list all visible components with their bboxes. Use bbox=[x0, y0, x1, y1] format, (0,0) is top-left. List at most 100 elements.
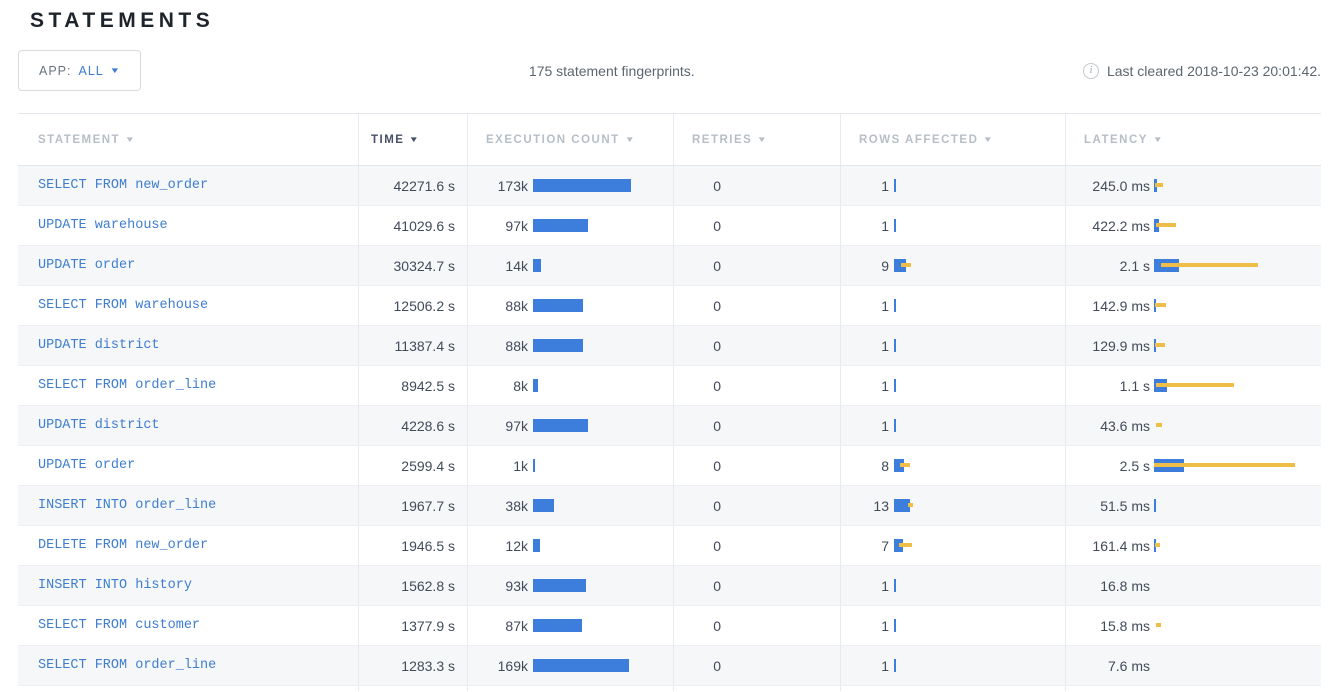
latency-value: 43.6 ms bbox=[1100, 417, 1150, 434]
execution-count-bar bbox=[533, 178, 631, 192]
table-body: SELECT FROM new_order 42271.6 s 173k 0 1… bbox=[18, 166, 1321, 691]
latency-stddev-whisker bbox=[1155, 542, 1160, 547]
execution-count-value: 93k bbox=[505, 577, 528, 594]
rows-affected-value: 1 bbox=[881, 217, 889, 234]
execution-count-value: 14k bbox=[505, 257, 528, 274]
statement-link[interactable]: SELECT FROM new_order bbox=[38, 178, 209, 193]
latency-value: 15.8 ms bbox=[1100, 617, 1150, 634]
table-row: SELECT FROM new_order 42271.6 s 173k 0 1… bbox=[18, 166, 1321, 206]
latency-stddev-whisker bbox=[1154, 462, 1295, 467]
time-value: 30324.7 s bbox=[393, 257, 456, 274]
retries-value: 0 bbox=[713, 177, 721, 194]
rows-affected-value: 7 bbox=[881, 537, 889, 554]
statement-link[interactable]: UPDATE order bbox=[38, 458, 136, 473]
time-value: 1283.3 s bbox=[401, 657, 455, 674]
execution-count-value: 38k bbox=[505, 497, 528, 514]
rows-affected-bar bbox=[894, 378, 896, 392]
statement-link[interactable]: UPDATE warehouse bbox=[38, 218, 168, 233]
table-row: SELECT FROM order_line 1283.3 s 169k 0 1… bbox=[18, 646, 1321, 686]
retries-value: 0 bbox=[713, 377, 721, 394]
statement-link[interactable]: INSERT INTO history bbox=[38, 578, 192, 593]
latency-stddev-whisker bbox=[1155, 342, 1165, 347]
rows-affected-value: 8 bbox=[881, 457, 889, 474]
rows-affected-bar bbox=[894, 538, 903, 552]
table-row: UPDATE order 2599.4 s 1k 0 8 2.5 s bbox=[18, 446, 1321, 486]
statement-link[interactable]: SELECT FROM order_line bbox=[38, 378, 217, 393]
latency-value: 16.8 ms bbox=[1100, 577, 1150, 594]
info-icon[interactable]: i bbox=[1082, 62, 1099, 79]
execution-count-bar bbox=[533, 218, 588, 232]
rows-affected-bar bbox=[894, 418, 896, 432]
retries-value: 0 bbox=[713, 497, 721, 514]
execution-count-bar bbox=[533, 258, 541, 272]
statement-link[interactable]: SELECT FROM order_line bbox=[38, 658, 217, 673]
retries-value: 0 bbox=[713, 537, 721, 554]
table-row: SELECT FROM order_line 8942.5 s 8k 0 1 1… bbox=[18, 366, 1321, 406]
sort-arrow-icon: ▼ bbox=[1152, 135, 1165, 144]
retries-value: 0 bbox=[713, 217, 721, 234]
execution-count-bar bbox=[533, 658, 629, 672]
column-header-time[interactable]: TIME ▼ bbox=[358, 114, 467, 165]
latency-value: 245.0 ms bbox=[1092, 177, 1150, 194]
rows-affected-bar bbox=[894, 498, 910, 512]
latency-stddev-whisker bbox=[1156, 382, 1234, 387]
latency-stddev-whisker bbox=[1156, 422, 1162, 427]
sort-arrow-icon: ▼ bbox=[756, 135, 770, 144]
rows-affected-value: 1 bbox=[881, 657, 889, 674]
rows-affected-value: 1 bbox=[881, 297, 889, 314]
latency-value: 7.6 ms bbox=[1107, 657, 1150, 674]
latency-value: 2.1 s bbox=[1119, 257, 1150, 274]
table-row: UPDATE warehouse 41029.6 s 97k 0 1 422.2… bbox=[18, 206, 1321, 246]
rows-affected-value: 1 bbox=[881, 577, 889, 594]
rows-affected-value: 1 bbox=[881, 377, 889, 394]
rows-affected-value: 1 bbox=[881, 337, 889, 354]
time-value: 12506.2 s bbox=[393, 297, 456, 314]
execution-count-value: 88k bbox=[505, 297, 528, 314]
latency-value: 1.1 s bbox=[1119, 377, 1150, 394]
table-row: SELECT FROM customer 1377.9 s 87k 0 1 15… bbox=[18, 606, 1321, 646]
time-value: 41029.6 s bbox=[393, 217, 456, 234]
statements-table: STATEMENT ▼ TIME ▼ EXECUTION COUNT ▼ RET… bbox=[18, 113, 1321, 691]
rows-affected-value: 9 bbox=[881, 257, 889, 274]
retries-value: 0 bbox=[713, 617, 721, 634]
column-header-rows-affected[interactable]: ROWS AFFECTED ▼ bbox=[840, 114, 1065, 165]
execution-count-value: 97k bbox=[505, 417, 528, 434]
time-value: 4228.6 s bbox=[401, 417, 455, 434]
table-row: INSERT INTO order_line 1967.7 s 38k 0 13… bbox=[18, 486, 1321, 526]
statement-link[interactable]: DELETE FROM new_order bbox=[38, 538, 209, 553]
statement-link[interactable]: UPDATE district bbox=[38, 418, 160, 433]
retries-value: 0 bbox=[713, 457, 721, 474]
column-header-latency[interactable]: LATENCY ▼ bbox=[1065, 114, 1321, 165]
execution-count-bar bbox=[533, 578, 586, 592]
statement-link[interactable]: SELECT FROM warehouse bbox=[38, 298, 209, 313]
rows-affected-stddev-whisker bbox=[908, 502, 913, 507]
execution-count-value: 87k bbox=[505, 617, 528, 634]
column-header-execution-count[interactable]: EXECUTION COUNT ▼ bbox=[467, 114, 673, 165]
app-filter-label: APP: bbox=[39, 63, 72, 78]
time-value: 1946.5 s bbox=[401, 537, 455, 554]
column-header-statement[interactable]: STATEMENT ▼ bbox=[38, 133, 137, 146]
column-header-retries[interactable]: RETRIES ▼ bbox=[673, 114, 840, 165]
execution-count-bar bbox=[533, 338, 583, 352]
rows-affected-stddev-whisker bbox=[899, 542, 912, 547]
execution-count-bar bbox=[533, 538, 540, 552]
time-value: 1967.7 s bbox=[401, 497, 455, 514]
rows-affected-bar bbox=[894, 178, 896, 192]
retries-value: 0 bbox=[713, 417, 721, 434]
toolbar: APP: ALL ▼ 175 statement fingerprints. i… bbox=[18, 50, 1321, 91]
latency-stddev-whisker bbox=[1155, 302, 1166, 307]
latency-value: 2.5 s bbox=[1119, 457, 1150, 474]
statement-link[interactable]: SELECT FROM customer bbox=[38, 618, 201, 633]
statement-link[interactable]: INSERT INTO order_line bbox=[38, 498, 217, 513]
latency-value: 161.4 ms bbox=[1092, 537, 1150, 554]
execution-count-bar bbox=[533, 298, 583, 312]
table-row: UPDATE district 4228.6 s 97k 0 1 43.6 ms bbox=[18, 406, 1321, 446]
table-row: UPDATE district 11387.4 s 88k 0 1 129.9 … bbox=[18, 326, 1321, 366]
statement-link[interactable]: UPDATE district bbox=[38, 338, 160, 353]
retries-value: 0 bbox=[713, 257, 721, 274]
latency-stddev-whisker bbox=[1156, 622, 1161, 627]
rows-affected-stddev-whisker bbox=[900, 462, 910, 467]
statement-link[interactable]: UPDATE order bbox=[38, 258, 136, 273]
rows-affected-value: 13 bbox=[873, 497, 889, 514]
app-filter-button[interactable]: APP: ALL ▼ bbox=[18, 50, 141, 91]
